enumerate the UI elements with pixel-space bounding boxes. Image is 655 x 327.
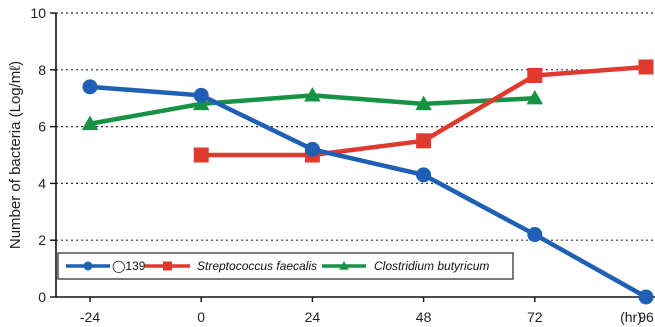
legend-entry-0: ◯139 (66, 259, 146, 273)
y-axis-label: Number of bacteria (Log/mℓ) (7, 61, 24, 249)
data-point (527, 67, 543, 83)
legend-label: Clostridium butyricum (374, 259, 489, 273)
series-2 (81, 87, 544, 130)
series-1 (193, 59, 654, 163)
legend: ◯139 Streptococcus faecalis Clostridium bu… (57, 252, 514, 280)
y-tick-label: 10 (30, 5, 46, 21)
data-point (527, 227, 543, 243)
legend-marker (339, 261, 349, 270)
legend-label: Streptococcus faecalis (197, 259, 317, 273)
legend-box (57, 252, 514, 280)
y-tick-label: 6 (38, 119, 46, 135)
x-tick-label: 24 (305, 309, 321, 325)
grid-lines (56, 12, 655, 241)
data-point (638, 289, 654, 305)
data-point (415, 95, 432, 111)
data-point (416, 133, 432, 149)
y-tick-label: 0 (38, 289, 46, 305)
y-tick-label: 8 (38, 62, 46, 78)
x-tick-label: 0 (197, 309, 205, 325)
legend-entry-2: Clostridium butyricum (322, 259, 489, 273)
y-tick-label: 4 (38, 175, 46, 191)
data-point (81, 115, 99, 130)
data-point (638, 59, 654, 75)
data-point (193, 87, 209, 103)
data-point (193, 147, 209, 163)
x-tick-label: 72 (527, 309, 543, 325)
legend-entry-1: Streptococcus faecalis (145, 259, 317, 273)
x-unit-label: (hr) (620, 309, 642, 325)
x-tick-label: 96 (638, 309, 654, 325)
data-point (304, 87, 321, 102)
legend-label: ◯139 (112, 259, 146, 273)
series-0 (82, 79, 654, 305)
legend-marker (163, 261, 172, 271)
x-tick-label: -24 (80, 309, 100, 325)
data-point (82, 79, 98, 95)
series-line (89, 84, 648, 299)
series (81, 59, 654, 305)
x-tick-label: 48 (416, 309, 432, 325)
y-tick-label: 2 (38, 232, 46, 248)
data-point (526, 89, 544, 105)
data-point (304, 141, 320, 157)
legend-marker (83, 261, 93, 271)
data-point (416, 167, 432, 183)
